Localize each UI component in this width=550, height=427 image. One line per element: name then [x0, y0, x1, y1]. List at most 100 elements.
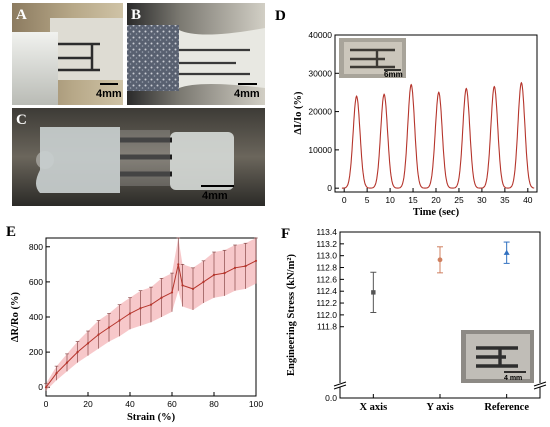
- photo-a-scale-label: 4mm: [96, 88, 122, 100]
- photo-c-right-film: [170, 132, 234, 190]
- photo-a-sensor-pattern: [58, 42, 100, 72]
- chart-d-xtick-label: 20: [431, 195, 441, 205]
- photo-panel-b: B 4mm: [127, 3, 265, 105]
- chart-d-peak-point: [410, 84, 412, 86]
- photo-b-letter: B: [131, 7, 141, 23]
- chart-e-xlabel: Strain (%): [127, 412, 176, 423]
- chart-e-point: [254, 259, 258, 262]
- chart-d-xtick-label: 0: [342, 195, 347, 205]
- panel-e-letter: E: [6, 224, 16, 240]
- chart-e-point: [118, 319, 121, 322]
- chart-e-point: [65, 361, 69, 364]
- chart-d-xtick-label: 25: [454, 195, 464, 205]
- chart-e-series-line: [45, 260, 257, 388]
- chart-f-ytick-label: 113.2: [316, 239, 337, 249]
- chart-f-category-label: Reference: [484, 402, 529, 413]
- chart-e-ytick-label: 200: [29, 347, 43, 357]
- chart-f-point: [503, 249, 510, 255]
- chart-e-point: [128, 312, 132, 315]
- chart-e-xtick-label: 0: [44, 399, 49, 409]
- chart-e-point: [170, 291, 174, 294]
- chart-e-point: [55, 372, 58, 375]
- chart-d-inset-scale-label: 6mm: [384, 70, 403, 79]
- photo-c-scale-label: 4mm: [202, 190, 228, 202]
- chart-d-xtick-label: 10: [385, 195, 395, 205]
- photo-b-film: [179, 28, 265, 88]
- chart-f-ytick-label: 112.8: [316, 263, 337, 273]
- chart-d-xtick-label: 5: [365, 195, 370, 205]
- chart-d-xtick-label: 30: [477, 195, 487, 205]
- chart-e-xtick-label: 60: [167, 399, 177, 409]
- chart-f-ytick-label: 113.0: [316, 251, 337, 261]
- chart-e-xtick-label: 80: [209, 399, 219, 409]
- chart-d-ytick-label: 10000: [308, 145, 332, 155]
- chart-d-series-line: [341, 81, 535, 189]
- chart-f-ytick-label: 0.0: [325, 393, 337, 403]
- chart-e-point: [86, 342, 90, 345]
- chart-d-ytick-label: 30000: [308, 68, 332, 78]
- chart-e-point: [107, 326, 111, 329]
- chart-e-ytick-label: 800: [29, 242, 43, 252]
- chart-e-point: [181, 284, 184, 287]
- chart-e-point: [76, 351, 79, 354]
- photo-b-clamp: [127, 25, 179, 91]
- chart-e-ylabel: ∆R/Ro (%): [10, 292, 21, 342]
- chart-d-xtick-label: 15: [408, 195, 418, 205]
- chart-e-point: [139, 307, 142, 310]
- chart-e-point: [202, 280, 205, 283]
- chart-f-ytick-label: 113.4: [316, 227, 337, 237]
- chart-e-xtick-label: 40: [125, 399, 135, 409]
- chart-e-point: [177, 263, 180, 266]
- photo-c-bridge: [120, 130, 170, 186]
- chart-e-ytick-label: 0: [38, 382, 43, 392]
- photo-c-left-film: [36, 127, 120, 193]
- photo-a-clamp: [12, 32, 58, 105]
- chart-e-points: [44, 259, 258, 389]
- photo-panel-c: C 4mm: [12, 108, 265, 206]
- photo-b-sensor-pattern: [179, 48, 250, 76]
- chart-f-inset-photo: 4 mm: [461, 330, 534, 383]
- chart-f-points: [370, 241, 510, 314]
- chart-f-axis-break: [333, 381, 547, 390]
- chart-f-ytick-label: 112.6: [316, 274, 337, 284]
- chart-e-point: [223, 272, 226, 275]
- chart-d-peak-point: [493, 86, 495, 88]
- chart-d-xtick-label: 40: [523, 195, 533, 205]
- chart-e-xtick-label: 100: [249, 399, 263, 409]
- chart-f-point: [437, 257, 443, 263]
- chart-e-xtick-label: 20: [83, 399, 93, 409]
- photo-c-letter: C: [16, 112, 27, 128]
- chart-f-point: [371, 290, 376, 295]
- chart-f-ytick-label: 112.0: [316, 310, 337, 320]
- chart-d-peak-point: [438, 91, 440, 94]
- chart-e: E 0 200 400 600 800 0 20 40 60 80 100 ∆R/Ro (%) St…: [6, 224, 263, 423]
- chart-f-category-label: X axis: [359, 402, 387, 413]
- svg-text:Engineering Stress (kN/m²): Engineering Stress (kN/m²): [286, 254, 297, 376]
- chart-e-point: [97, 333, 100, 336]
- chart-e-point: [233, 266, 237, 269]
- chart-d-inset-photo: 6mm: [339, 38, 406, 79]
- chart-e-ticks: 0 200 400 600 800 0 20 40 60 80 100: [29, 242, 264, 409]
- chart-e-point: [191, 287, 195, 291]
- photo-panel-a: A 4mm: [12, 3, 123, 105]
- chart-d-xtick-label: 35: [500, 195, 510, 205]
- chart-f-ytick-label: 111.8: [317, 322, 337, 332]
- chart-f-ylabel: Engineering Stress (kN/m²): [286, 254, 297, 376]
- chart-e-point: [149, 303, 153, 306]
- chart-f-inset-scale-label: 4 mm: [504, 375, 522, 382]
- chart-e-point: [44, 386, 48, 389]
- chart-d-peaks: [355, 82, 522, 97]
- chart-e-point: [212, 273, 216, 276]
- chart-d-ytick-label: 20000: [308, 107, 332, 117]
- panel-d-letter: D: [275, 8, 286, 24]
- chart-e-ytick-label: 600: [29, 277, 43, 287]
- chart-d-peak-point: [520, 82, 522, 84]
- chart-d-peak-point: [465, 88, 467, 90]
- chart-e-ytick-label: 400: [29, 312, 43, 322]
- chart-d-ticks: 0 10000 20000 30000 40000 0 5 10 15 20 25 30 35 40: [308, 30, 532, 205]
- photo-c-electrodes: [120, 137, 172, 177]
- photo-a-letter: A: [16, 7, 27, 23]
